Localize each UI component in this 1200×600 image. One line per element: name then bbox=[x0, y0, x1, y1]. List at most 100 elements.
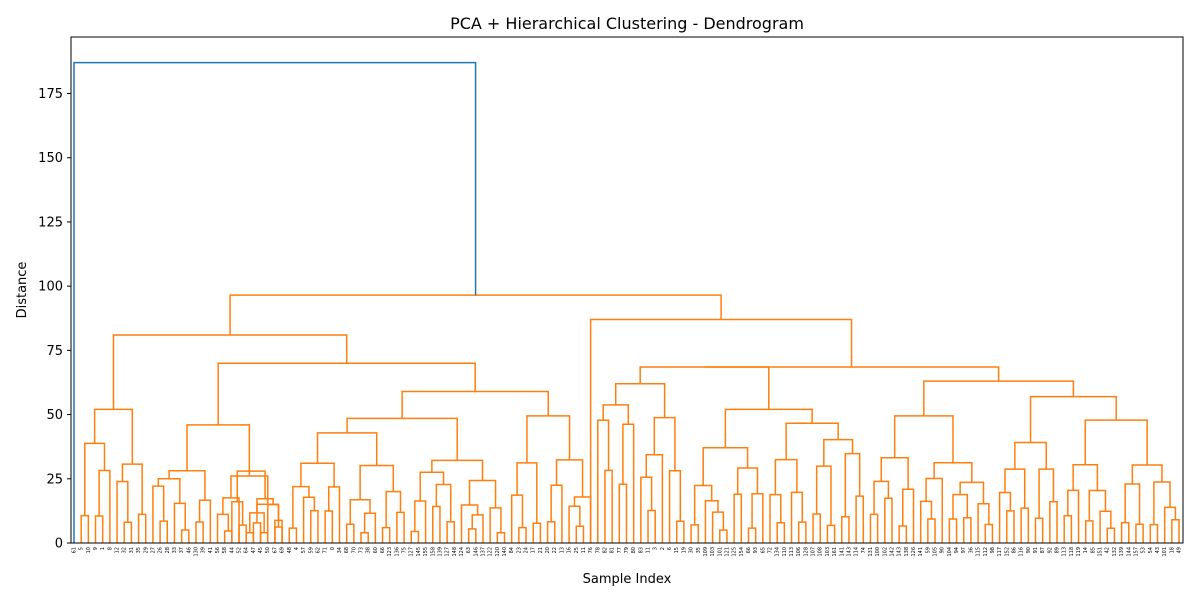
leaf-label: 123 bbox=[387, 547, 393, 557]
leaf-label: 131 bbox=[868, 547, 874, 557]
dendrogram-link bbox=[419, 471, 445, 502]
y-axis-label: Distance bbox=[15, 262, 30, 319]
leaf-label: 38 bbox=[366, 547, 372, 553]
leaf-label: 72 bbox=[768, 547, 774, 553]
dendrogram-link bbox=[123, 521, 133, 543]
leaf-label: 127 bbox=[409, 547, 415, 557]
dendrogram-link bbox=[736, 467, 759, 495]
leaf-label: 143 bbox=[897, 547, 903, 557]
leaf-label: 49 bbox=[1177, 547, 1183, 553]
dendrogram-link bbox=[1029, 395, 1117, 443]
leaf-label: 148 bbox=[452, 547, 458, 557]
dendrogram-link bbox=[300, 462, 335, 487]
dendrogram-link bbox=[396, 511, 405, 543]
dendrogram-link bbox=[898, 525, 908, 543]
dendrogram-link bbox=[977, 503, 990, 543]
leaf-label: 82 bbox=[602, 547, 608, 553]
leaf-label: 66 bbox=[380, 547, 386, 553]
leaf-label: 92 bbox=[1047, 547, 1053, 553]
leaf-label: 142 bbox=[889, 547, 895, 557]
dendrogram-link bbox=[93, 408, 134, 465]
dendrogram-link bbox=[327, 486, 341, 543]
leaf-label: 23 bbox=[516, 547, 522, 553]
dendrogram-link bbox=[360, 531, 369, 543]
leaf-label: 28 bbox=[165, 547, 171, 553]
dendrogram-link bbox=[1163, 506, 1177, 543]
y-tick-label: 175 bbox=[38, 87, 63, 102]
dendrogram-link bbox=[168, 469, 206, 501]
dendrogram-link bbox=[575, 525, 585, 543]
dendrogram-link bbox=[776, 522, 786, 543]
dendrogram-link bbox=[121, 463, 143, 515]
dendrogram-link bbox=[468, 479, 497, 508]
dendrogram-link bbox=[1084, 520, 1094, 543]
dendrogram-link bbox=[173, 502, 186, 543]
dendrogram-link bbox=[919, 500, 933, 543]
dendrogram-link bbox=[774, 458, 798, 495]
dendrogram-link bbox=[274, 519, 283, 543]
dendrogram-link bbox=[292, 485, 310, 529]
dendrogram-link bbox=[359, 464, 395, 500]
dendrogram-link bbox=[1124, 483, 1141, 525]
dendrogram-link bbox=[733, 493, 743, 543]
leaf-label: 4 bbox=[294, 547, 300, 550]
dendrogram-link bbox=[815, 465, 832, 526]
leaf-label: 113 bbox=[789, 547, 795, 557]
leaf-label: 19 bbox=[681, 547, 687, 553]
leaf-label: 61 bbox=[72, 547, 78, 553]
leaf-label: 2 bbox=[660, 547, 666, 550]
leaf-label: 69 bbox=[280, 547, 286, 553]
dendrogram-link bbox=[80, 514, 90, 543]
leaf-label: 35 bbox=[696, 547, 702, 553]
leaf-label: 119 bbox=[1076, 547, 1082, 557]
dendrogram-link bbox=[1088, 489, 1107, 521]
dendrogram-link bbox=[385, 490, 402, 528]
dendrogram-link bbox=[704, 499, 719, 543]
dendrogram-link bbox=[1135, 523, 1144, 543]
leaf-label: 140 bbox=[502, 547, 508, 557]
leaf-label: 127 bbox=[445, 547, 451, 557]
leaf-label: 89 bbox=[1055, 547, 1061, 553]
leaf-label: 11 bbox=[581, 547, 587, 553]
dendrogram-link bbox=[668, 469, 682, 543]
leaf-label: 118 bbox=[1069, 547, 1075, 557]
leaf-label: 35 bbox=[136, 547, 142, 553]
dendrogram-link bbox=[516, 462, 538, 524]
dendrogram-link bbox=[1004, 468, 1026, 509]
dendrogram-link bbox=[747, 527, 757, 543]
y-tick-label: 50 bbox=[46, 408, 63, 423]
dendrogram-link bbox=[186, 424, 251, 476]
dendrogram-link bbox=[137, 513, 147, 543]
leaf-label: 105 bbox=[933, 547, 939, 557]
dendrogram-link bbox=[1072, 464, 1099, 491]
leaf-label: 90 bbox=[1026, 547, 1032, 553]
dendrogram-link bbox=[532, 522, 542, 543]
dendrogram-link bbox=[414, 500, 427, 543]
chart-title: PCA + Hierarchical Clustering - Dendrogr… bbox=[450, 14, 804, 33]
dendrogram-link bbox=[1149, 523, 1159, 543]
leaf-label: 1 bbox=[100, 547, 106, 550]
leaf-label: 22 bbox=[552, 547, 558, 553]
dendrogram-link bbox=[841, 516, 850, 543]
dendrogram-link bbox=[785, 422, 839, 460]
leaf-label: 146 bbox=[473, 547, 479, 557]
dendrogram-link bbox=[998, 491, 1012, 543]
dendrogram-link bbox=[797, 521, 807, 543]
dendrogram-link bbox=[618, 483, 628, 543]
leaf-label: 33 bbox=[172, 547, 178, 553]
dendrogram-link bbox=[266, 503, 280, 543]
dendrogram-link bbox=[614, 383, 666, 418]
leaf-label: 17 bbox=[531, 547, 537, 553]
leaf-label: 53 bbox=[1141, 547, 1147, 553]
dendrogram-link bbox=[489, 507, 502, 543]
dendrogram-link bbox=[381, 526, 391, 543]
dendrogram-link bbox=[112, 334, 348, 410]
dendrogram-link bbox=[873, 480, 890, 515]
leaf-label: 108 bbox=[818, 547, 824, 557]
dendrogram-link bbox=[1171, 519, 1180, 543]
dendrogram-link bbox=[223, 530, 233, 543]
leaf-label: 66 bbox=[746, 547, 752, 553]
leaf-label: 120 bbox=[495, 547, 501, 557]
leaf-label: 109 bbox=[703, 547, 709, 557]
